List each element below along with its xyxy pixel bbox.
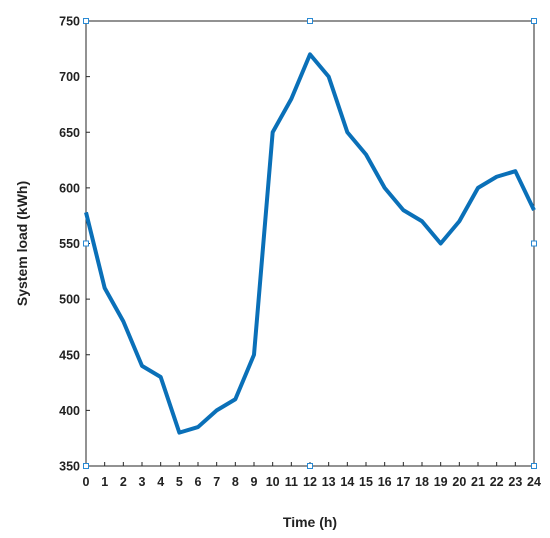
y-tick-label: 650 bbox=[59, 126, 80, 140]
x-tick-label: 6 bbox=[195, 475, 202, 489]
x-tick-label: 24 bbox=[527, 475, 541, 489]
x-tick-label: 1 bbox=[101, 475, 108, 489]
x-tick-label: 21 bbox=[471, 475, 485, 489]
axis-marker bbox=[531, 18, 537, 24]
axis-marker bbox=[531, 463, 537, 469]
y-axis-title: System load (kWh) bbox=[14, 181, 30, 306]
x-tick-label: 3 bbox=[139, 475, 146, 489]
axis-marker bbox=[83, 18, 89, 24]
x-tick-label: 2 bbox=[120, 475, 127, 489]
series-line bbox=[84, 52, 536, 435]
plot-area bbox=[85, 20, 535, 467]
x-tick-label: 9 bbox=[251, 475, 258, 489]
x-tick-label: 14 bbox=[340, 475, 354, 489]
x-tick-label: 11 bbox=[285, 475, 298, 489]
axis-marker bbox=[307, 463, 313, 469]
y-tick-label: 350 bbox=[59, 460, 80, 474]
x-tick-label: 17 bbox=[396, 475, 410, 489]
y-tick-label: 500 bbox=[59, 293, 80, 307]
x-tick-label: 20 bbox=[452, 475, 466, 489]
y-axis: 350 400 450 500 550 600 650 700 750 bbox=[59, 15, 90, 474]
x-tick-label: 7 bbox=[213, 475, 220, 489]
axis-marker bbox=[83, 463, 89, 469]
x-tick-label: 12 bbox=[303, 475, 317, 489]
x-tick-label: 22 bbox=[490, 475, 504, 489]
axis-marker bbox=[307, 18, 313, 24]
axis-marker bbox=[531, 240, 537, 247]
x-tick-label: 15 bbox=[359, 475, 373, 489]
x-tick-label: 10 bbox=[266, 475, 280, 489]
x-axis: 0 1 2 3 4 5 6 7 8 9 10 11 12 13 14 15 16 17 18 19 20 21 22 23 24 bbox=[83, 462, 541, 489]
x-tick-label: 8 bbox=[232, 475, 239, 489]
axis-marker bbox=[83, 240, 89, 247]
y-tick-label: 600 bbox=[59, 181, 80, 195]
y-tick-label: 550 bbox=[59, 237, 80, 251]
y-tick-label: 400 bbox=[59, 404, 80, 418]
y-tick-label: 700 bbox=[59, 70, 80, 84]
x-tick-label: 13 bbox=[322, 475, 336, 489]
y-tick-label: 750 bbox=[59, 15, 80, 29]
y-tick-label: 450 bbox=[59, 348, 80, 362]
x-tick-label: 16 bbox=[378, 475, 392, 489]
series-layer bbox=[84, 52, 536, 435]
axis-markers bbox=[83, 18, 537, 469]
x-tick-label: 5 bbox=[176, 475, 183, 489]
x-tick-label: 18 bbox=[415, 475, 429, 489]
x-tick-label: 19 bbox=[434, 475, 448, 489]
x-tick-label: 23 bbox=[508, 475, 522, 489]
x-tick-label: 4 bbox=[157, 475, 164, 489]
x-axis-title: Time (h) bbox=[283, 514, 337, 530]
x-tick-label: 0 bbox=[83, 475, 90, 489]
